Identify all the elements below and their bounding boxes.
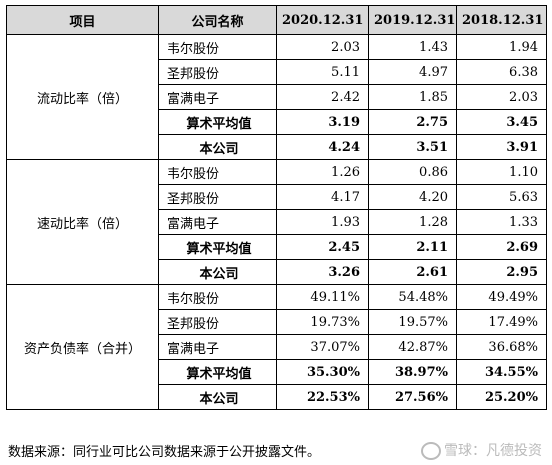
value-cell-2020: 2.03 [276,34,369,60]
table-row: 流动比率（倍） 韦尔股份 2.03 1.43 1.94 [6,34,547,160]
table-row: 本公司 22.53% 27.56% 25.20% [7,384,547,410]
value-cell-2019: 3.51 [368,134,457,160]
value-cell-2019: 4.20 [368,184,457,210]
value-cell-2018: 36.68% [456,334,547,360]
snowball-logo-icon [421,442,441,460]
table-row: 资产负债率（合并） 韦尔股份 49.11% 54.48% 49.49% [6,284,547,410]
value-cell-2020: 19.73% [276,309,369,335]
metric-label: 资产负债率（合并） [6,284,159,410]
metric-label: 流动比率（倍） [6,34,159,160]
table-row: 算术平均值 2.45 2.11 2.69 [7,234,547,260]
value-cell-2018: 1.33 [456,209,547,235]
value-cell-2020: 1.93 [276,209,369,235]
value-cell-2020: 4.24 [276,134,369,160]
header-company: 公司名称 [158,5,277,35]
table-row: 圣邦股份 4.17 4.20 5.63 [7,184,547,210]
table-row: 富满电子 2.42 1.85 2.03 [7,84,547,110]
value-cell-2019: 4.97 [368,59,457,85]
value-cell-2019: 54.48% [368,284,457,310]
metric-label: 速动比率（倍） [6,159,159,285]
header-2020: 2020.12.31 [276,5,369,35]
value-cell-2020: 3.26 [276,259,369,285]
value-cell-2019: 42.87% [368,334,457,360]
value-cell-2019: 38.97% [368,359,457,385]
value-cell-2018: 49.49% [456,284,547,310]
company-name-cell: 韦尔股份 [158,34,277,60]
company-name-cell: 韦尔股份 [158,159,277,185]
table-row: 算术平均值 3.19 2.75 3.45 [7,109,547,135]
value-cell-2020: 3.19 [276,109,369,135]
table-header-row: 项目 公司名称 2020.12.31 2019.12.31 2018.12.31 [6,5,547,35]
table-row: 本公司 4.24 3.51 3.91 [7,134,547,160]
value-cell-2020: 49.11% [276,284,369,310]
value-cell-2018: 2.03 [456,84,547,110]
value-cell-2019: 1.43 [368,34,457,60]
value-cell-2018: 25.20% [456,384,547,410]
value-cell-2020: 22.53% [276,384,369,410]
value-cell-2019: 2.11 [368,234,457,260]
value-cell-2019: 2.61 [368,259,457,285]
value-cell-2019: 1.28 [368,209,457,235]
table-row: 速动比率（倍） 韦尔股份 1.26 0.86 1.10 [6,159,547,285]
value-cell-2018: 17.49% [456,309,547,335]
value-cell-2020: 5.11 [276,59,369,85]
value-cell-2020: 1.26 [276,159,369,185]
value-cell-2018: 1.94 [456,34,547,60]
value-cell-2018: 3.45 [456,109,547,135]
company-name-cell: 韦尔股份 [158,284,277,310]
table-body: 流动比率（倍） 韦尔股份 2.03 1.43 1.94 圣邦股份 5.11 4.97 6.38 富… [6,34,547,410]
value-cell-2018: 6.38 [456,59,547,85]
value-cell-2020: 4.17 [276,184,369,210]
company-name-cell: 算术平均值 [158,359,277,385]
header-item: 项目 [6,5,159,35]
company-name-cell: 圣邦股份 [158,184,277,210]
table-row: 本公司 3.26 2.61 2.95 [7,259,547,285]
value-cell-2020: 37.07% [276,334,369,360]
company-name-cell: 本公司 [158,384,277,410]
company-name-cell: 圣邦股份 [158,59,277,85]
source-note: 数据来源：同行业可比公司数据来源于公开披露文件。 [8,445,321,460]
watermark-text: 雪球：凡德投资 [444,443,542,459]
company-name-cell: 本公司 [158,134,277,160]
table-row: 算术平均值 35.30% 38.97% 34.55% [7,359,547,385]
value-cell-2018: 3.91 [456,134,547,160]
value-cell-2019: 19.57% [368,309,457,335]
value-cell-2019: 2.75 [368,109,457,135]
header-2018: 2018.12.31 [456,5,547,35]
value-cell-2020: 35.30% [276,359,369,385]
company-name-cell: 富满电子 [158,209,277,235]
company-name-cell: 富满电子 [158,84,277,110]
header-2019: 2019.12.31 [368,5,457,35]
company-name-cell: 圣邦股份 [158,309,277,335]
watermark: 雪球：凡德投资 [421,440,542,460]
value-cell-2018: 5.63 [456,184,547,210]
company-name-cell: 算术平均值 [158,234,277,260]
comparison-table-container: 项目 公司名称 2020.12.31 2019.12.31 2018.12.31… [6,5,547,410]
value-cell-2018: 34.55% [456,359,547,385]
company-name-cell: 本公司 [158,259,277,285]
value-cell-2018: 2.69 [456,234,547,260]
value-cell-2018: 2.95 [456,259,547,285]
value-cell-2019: 0.86 [368,159,457,185]
table-row: 圣邦股份 5.11 4.97 6.38 [7,59,547,85]
company-name-cell: 富满电子 [158,334,277,360]
value-cell-2018: 1.10 [456,159,547,185]
company-name-cell: 算术平均值 [158,109,277,135]
value-cell-2020: 2.45 [276,234,369,260]
value-cell-2020: 2.42 [276,84,369,110]
value-cell-2019: 27.56% [368,384,457,410]
value-cell-2019: 1.85 [368,84,457,110]
table-row: 富满电子 1.93 1.28 1.33 [7,209,547,235]
financial-ratio-table: 项目 公司名称 2020.12.31 2019.12.31 2018.12.31… [6,5,547,410]
